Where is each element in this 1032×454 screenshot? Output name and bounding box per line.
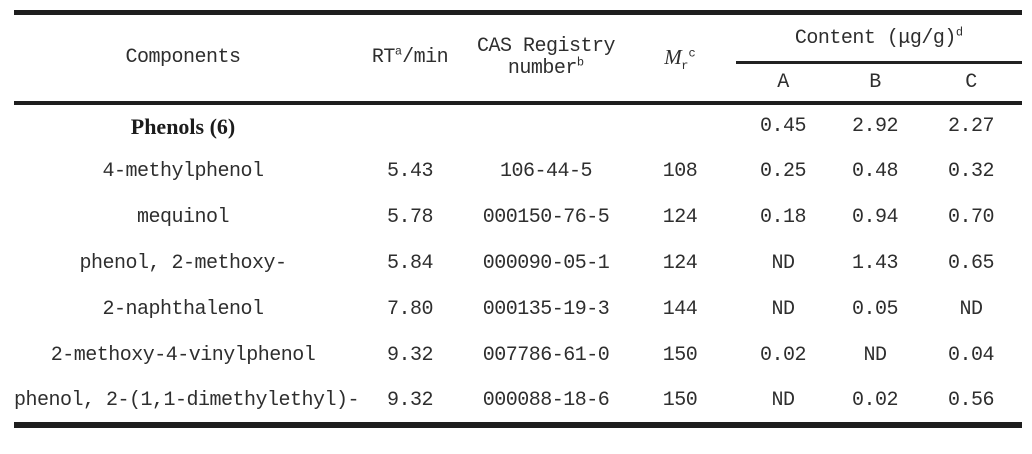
results-table: Components RTa/min CAS Registry numberb … bbox=[14, 10, 1022, 428]
mr-label: M bbox=[664, 44, 682, 69]
cas-label-line1: CAS Registry bbox=[476, 34, 616, 58]
content-label: Content (μg/g) bbox=[794, 26, 957, 50]
content-a-cell: ND bbox=[771, 388, 795, 412]
content-b-cell: 0.05 bbox=[851, 298, 899, 321]
component-name-cell: Phenols (6) bbox=[14, 100, 352, 149]
content-c-cell: 0.70 bbox=[947, 206, 995, 229]
table-row: 2-naphthalenol 7.80 000135-19-3 144 ND 0… bbox=[14, 287, 1022, 333]
cas-cell: 106-44-5 bbox=[499, 160, 593, 183]
component-name-cell: mequinol bbox=[136, 206, 230, 229]
rt-cell: 9.32 bbox=[386, 388, 434, 412]
col-header-cas: CAS Registry numberb bbox=[468, 13, 624, 103]
col-header-content: Content (μg/g)d bbox=[736, 12, 1022, 64]
rt-cell: 5.78 bbox=[386, 206, 434, 229]
component-name-cell: 4-methylphenol bbox=[102, 160, 264, 183]
table-row: mequinol 5.78 000150-76-5 124 0.18 0.94 … bbox=[14, 195, 1022, 241]
mr-cell: 150 bbox=[662, 388, 698, 412]
content-c-cell: 0.32 bbox=[947, 160, 995, 183]
cas-cell: 000150-76-5 bbox=[482, 206, 610, 229]
table-row: phenol, 2-methoxy- 5.84 000090-05-1 124 … bbox=[14, 241, 1022, 287]
group-row-phenols: Phenols (6) 0.45 2.92 2.27 bbox=[14, 100, 1022, 149]
rt-cell: 9.32 bbox=[386, 344, 434, 367]
rt-unit-label: /min bbox=[402, 46, 449, 70]
footnote-marker-d: d bbox=[955, 24, 964, 39]
content-a-cell: ND bbox=[771, 298, 795, 321]
content-a-cell: ND bbox=[771, 252, 795, 275]
cas-cell: 000135-19-3 bbox=[482, 298, 610, 321]
content-c-cell: 2.27 bbox=[920, 100, 1022, 149]
rt-label: RT bbox=[371, 46, 396, 70]
content-b-cell: 1.43 bbox=[851, 252, 899, 275]
mr-cell: 144 bbox=[662, 298, 698, 321]
content-a-cell: 0.45 bbox=[736, 100, 830, 149]
rt-cell bbox=[352, 100, 468, 149]
rt-cell: 7.80 bbox=[386, 298, 434, 321]
rt-cell: 5.84 bbox=[386, 252, 434, 275]
col-header-sample-a: A bbox=[777, 70, 789, 94]
footnote-marker-b: b bbox=[576, 55, 585, 70]
content-a-cell: 0.02 bbox=[759, 344, 807, 367]
table-header: Components RTa/min CAS Registry numberb … bbox=[14, 12, 1022, 103]
content-b-cell: 2.92 bbox=[830, 100, 920, 149]
table-row: 4-methylphenol 5.43 106-44-5 108 0.25 0.… bbox=[14, 149, 1022, 195]
content-c-cell: 0.04 bbox=[947, 344, 995, 367]
cas-cell: 000090-05-1 bbox=[482, 252, 610, 275]
mr-cell bbox=[624, 100, 736, 149]
content-b-cell: 0.48 bbox=[851, 160, 899, 183]
rt-cell: 5.43 bbox=[386, 160, 434, 183]
col-header-sample-c: C bbox=[965, 70, 977, 94]
cas-label-line2: numberb bbox=[507, 55, 585, 80]
header-row-main: Components RTa/min CAS Registry numberb … bbox=[14, 12, 1022, 79]
mr-subscript: r bbox=[681, 58, 689, 73]
table-row: phenol, 2-(1,1-dimethylethyl)- 9.32 0000… bbox=[14, 379, 1022, 425]
col-header-rt: RTa/min bbox=[352, 13, 468, 103]
content-b-cell: 0.94 bbox=[851, 206, 899, 229]
cas-cell: 007786-61-0 bbox=[482, 344, 610, 367]
col-header-mr: Mrc bbox=[624, 13, 736, 103]
header-row-samples: A B C bbox=[14, 63, 1022, 103]
table-body: Phenols (6) 0.45 2.92 2.27 4-methylpheno… bbox=[14, 100, 1022, 425]
components-label: Components bbox=[125, 46, 241, 70]
component-name-cell: 2-naphthalenol bbox=[102, 298, 264, 321]
mr-cell: 124 bbox=[662, 206, 698, 229]
content-b-cell: ND bbox=[863, 344, 887, 367]
content-c-cell: ND bbox=[959, 298, 983, 321]
content-b-cell: 0.02 bbox=[851, 388, 899, 412]
mr-cell: 150 bbox=[662, 344, 698, 367]
mr-cell: 124 bbox=[662, 252, 698, 275]
component-name-cell: 2-methoxy-4-vinylphenol bbox=[50, 344, 316, 367]
content-c-cell: 0.56 bbox=[947, 388, 995, 412]
component-name-cell: phenol, 2-methoxy- bbox=[79, 252, 287, 275]
cas-cell: 000088-18-6 bbox=[482, 388, 610, 412]
col-header-components: Components bbox=[14, 13, 352, 103]
content-a-cell: 0.25 bbox=[759, 160, 807, 183]
component-name-cell: phenol, 2-(1,1-dimethylethyl)- bbox=[14, 388, 360, 412]
col-header-sample-b: B bbox=[869, 70, 881, 94]
mr-cell: 108 bbox=[662, 160, 698, 183]
table-row: 2-methoxy-4-vinylphenol 9.32 007786-61-0… bbox=[14, 333, 1022, 379]
content-c-cell: 0.65 bbox=[947, 252, 995, 275]
footnote-marker-a: a bbox=[394, 44, 403, 59]
footnote-marker-c: c bbox=[688, 46, 696, 61]
content-a-cell: 0.18 bbox=[759, 206, 807, 229]
cas-cell bbox=[468, 100, 624, 149]
